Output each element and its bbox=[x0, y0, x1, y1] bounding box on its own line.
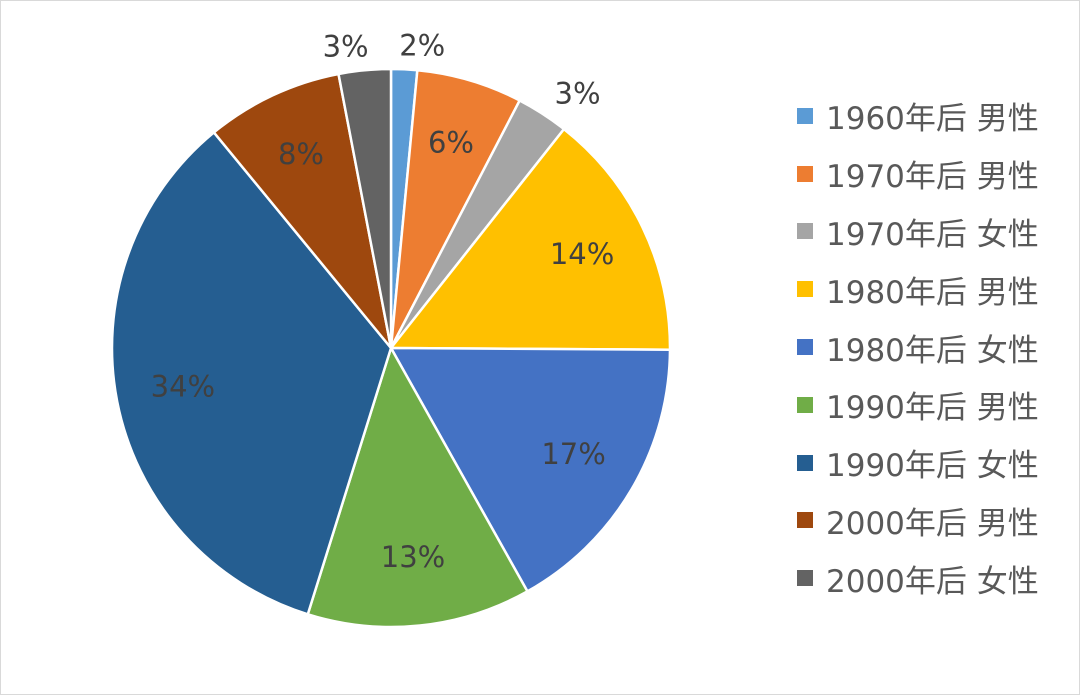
data-label: 34% bbox=[151, 370, 215, 404]
pie-slice bbox=[388, 127, 672, 352]
legend-item: 1970年后 男性 bbox=[797, 145, 1077, 203]
data-label: 13% bbox=[381, 540, 445, 574]
legend-item: 1990年后 女性 bbox=[797, 434, 1077, 492]
legend-swatch bbox=[797, 223, 813, 240]
legend-label: 2000年后 男性 bbox=[826, 505, 1039, 542]
pie-slice bbox=[306, 344, 530, 629]
legend-swatch bbox=[797, 281, 813, 298]
legend-item: 2000年后 女性 bbox=[797, 549, 1077, 607]
legend-swatch bbox=[797, 165, 813, 182]
legend-label: 1980年后 男性 bbox=[826, 274, 1039, 311]
legend-swatch bbox=[797, 454, 813, 471]
legend-item: 2000年后 男性 bbox=[797, 492, 1077, 550]
legend-label: 1990年后 女性 bbox=[826, 448, 1039, 485]
legend-label: 1960年后 男性 bbox=[826, 101, 1039, 138]
data-label: 3% bbox=[555, 76, 601, 110]
legend-label: 1990年后 男性 bbox=[826, 390, 1039, 427]
legend-swatch bbox=[797, 570, 813, 587]
legend-label: 1970年后 女性 bbox=[826, 216, 1039, 253]
legend-item: 1980年后 男性 bbox=[797, 260, 1077, 318]
legend-swatch bbox=[797, 339, 813, 356]
legend-label: 1970年后 男性 bbox=[826, 159, 1039, 196]
legend-item: 1960年后 男性 bbox=[797, 87, 1077, 145]
pie-slice bbox=[388, 346, 672, 594]
legend-item: 1990年后 男性 bbox=[797, 376, 1077, 434]
legend-item: 1970年后 女性 bbox=[797, 203, 1077, 261]
legend-swatch bbox=[797, 512, 813, 529]
legend-item: 1980年后 女性 bbox=[797, 318, 1077, 376]
pie-slice bbox=[110, 130, 393, 616]
legend: 1960年后 男性 1970年后 男性 1970年后 女性 1980年后 男性 … bbox=[797, 87, 1077, 607]
data-label: 14% bbox=[550, 237, 614, 271]
legend-label: 1980年后 女性 bbox=[826, 332, 1039, 369]
legend-swatch bbox=[797, 396, 813, 413]
pie-slice bbox=[212, 72, 393, 349]
data-label: 17% bbox=[541, 437, 605, 471]
pie-slice bbox=[337, 67, 393, 349]
data-label: 6% bbox=[428, 126, 474, 160]
legend-label: 2000年后 女性 bbox=[826, 563, 1039, 600]
legend-swatch bbox=[797, 107, 813, 124]
data-label: 8% bbox=[278, 137, 324, 171]
data-label: 2% bbox=[399, 28, 445, 62]
data-label: 3% bbox=[323, 29, 369, 63]
